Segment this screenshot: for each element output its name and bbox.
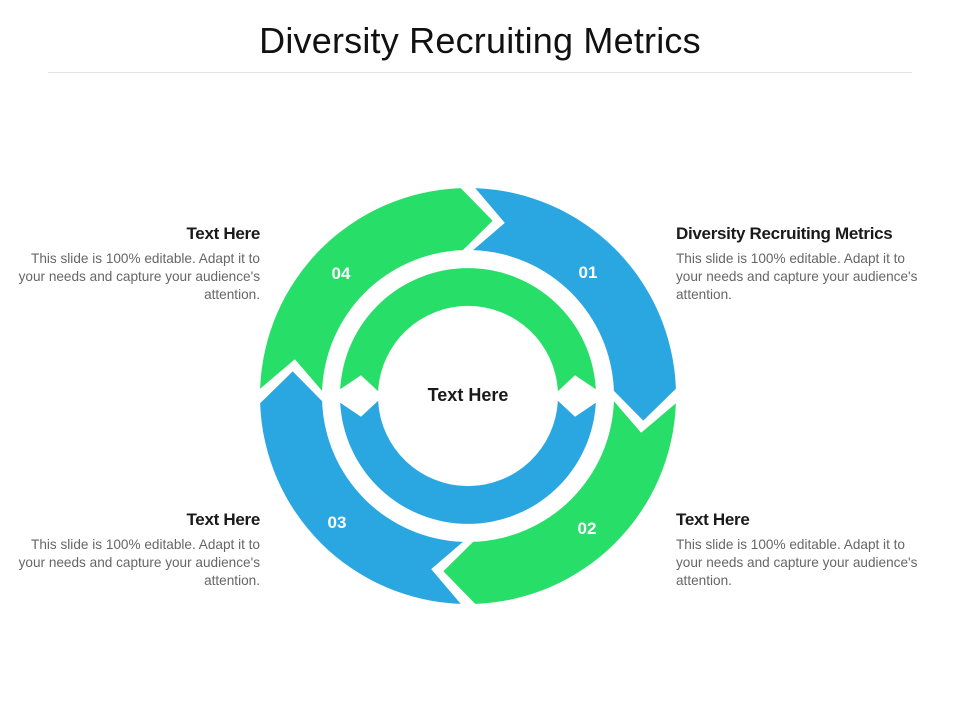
block-body: This slide is 100% editable. Adapt it to… <box>676 537 918 588</box>
block-heading: Text Here <box>186 510 260 529</box>
inner-segment-bottom <box>340 400 596 524</box>
segment-number-02: 02 <box>578 519 597 538</box>
slide-title: Diversity Recruiting Metrics <box>259 20 701 61</box>
text-block-top-right: Diversity Recruiting Metrics This slide … <box>676 224 926 304</box>
text-block-bottom-left: Text Here This slide is 100% editable. A… <box>10 510 261 590</box>
outer-segment-02 <box>443 401 676 604</box>
block-heading: Text Here <box>186 224 260 243</box>
text-block-top-left: Text Here This slide is 100% editable. A… <box>10 224 261 304</box>
outer-segment-01 <box>473 188 676 421</box>
segment-number-04: 04 <box>332 264 351 283</box>
center-label: Text Here <box>428 385 509 405</box>
block-body: This slide is 100% editable. Adapt it to… <box>18 251 260 302</box>
segment-number-03: 03 <box>328 513 347 532</box>
block-heading: Text Here <box>676 510 750 529</box>
block-body: This slide is 100% editable. Adapt it to… <box>18 537 260 588</box>
outer-segment-04 <box>260 188 493 391</box>
block-body: This slide is 100% editable. Adapt it to… <box>676 251 918 302</box>
segment-number-01: 01 <box>579 263 598 282</box>
outer-segment-03 <box>260 371 463 604</box>
block-heading: Diversity Recruiting Metrics <box>676 224 893 243</box>
title-divider <box>48 72 912 73</box>
text-block-bottom-right: Text Here This slide is 100% editable. A… <box>676 510 926 590</box>
inner-segment-top <box>340 268 596 392</box>
